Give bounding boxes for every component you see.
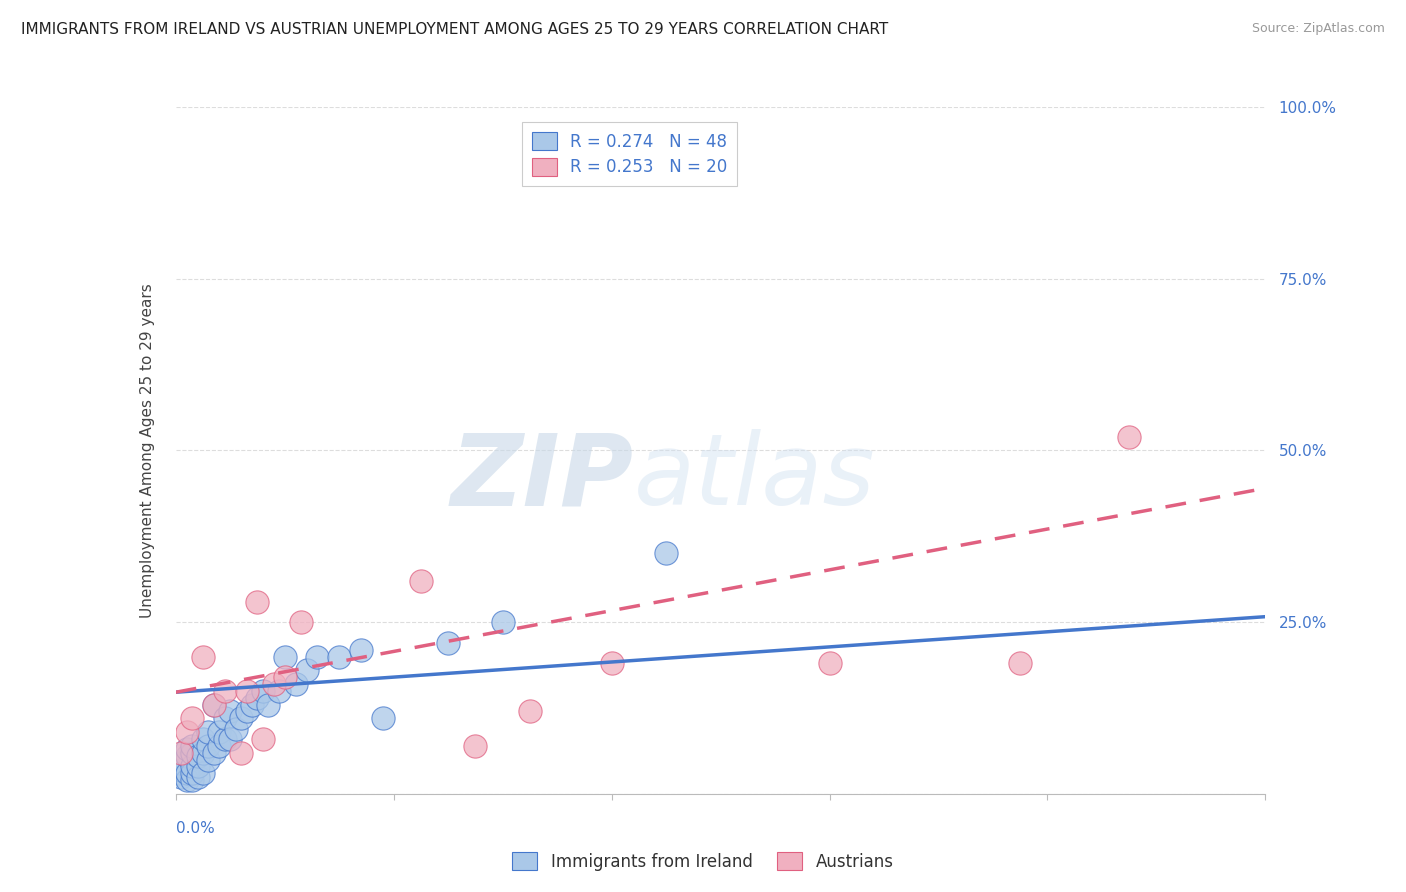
Point: [235, 683, 257, 698]
Point: [208, 725, 231, 739]
Point: [191, 766, 214, 780]
Text: Source: ZipAtlas.com: Source: ZipAtlas.com: [1251, 22, 1385, 36]
Point: [170, 746, 193, 760]
Point: [176, 742, 198, 756]
Text: IMMIGRANTS FROM IRELAND VS AUSTRIAN UNEMPLOYMENT AMONG AGES 25 TO 29 YEARS CORRE: IMMIGRANTS FROM IRELAND VS AUSTRIAN UNEM…: [21, 22, 889, 37]
Point: [191, 731, 214, 746]
Point: [191, 746, 214, 760]
Point: [219, 705, 242, 719]
Point: [197, 739, 219, 753]
Point: [214, 711, 236, 725]
Point: [176, 773, 198, 788]
Text: 0.0%: 0.0%: [176, 822, 215, 837]
Point: [197, 753, 219, 767]
Point: [186, 770, 209, 784]
Point: [167, 766, 190, 780]
Point: [202, 698, 225, 712]
Point: [1010, 657, 1032, 671]
Point: [1118, 430, 1140, 444]
Point: [219, 731, 242, 746]
Point: [202, 746, 225, 760]
Point: [464, 739, 486, 753]
Point: [181, 759, 204, 773]
Point: [295, 663, 318, 677]
Point: [409, 574, 432, 588]
Point: [208, 739, 231, 753]
Point: [307, 649, 329, 664]
Point: [600, 657, 623, 671]
Point: [274, 649, 297, 664]
Point: [170, 770, 193, 784]
Point: [240, 698, 263, 712]
Point: [328, 649, 350, 664]
Point: [252, 731, 274, 746]
Point: [176, 766, 198, 780]
Point: [655, 546, 678, 561]
Point: [818, 657, 841, 671]
Point: [186, 749, 209, 764]
Point: [214, 683, 236, 698]
Text: ZIP: ZIP: [450, 429, 633, 526]
Point: [350, 642, 373, 657]
Point: [257, 698, 280, 712]
Point: [225, 722, 247, 736]
Point: [235, 705, 257, 719]
Point: [437, 636, 460, 650]
Point: [181, 739, 204, 753]
Point: [246, 594, 269, 608]
Y-axis label: Unemployment Among Ages 25 to 29 years: Unemployment Among Ages 25 to 29 years: [141, 283, 155, 618]
Point: [246, 690, 269, 705]
Text: atlas: atlas: [633, 429, 875, 526]
Point: [176, 725, 198, 739]
Point: [231, 711, 253, 725]
Point: [290, 615, 312, 630]
Point: [274, 670, 297, 684]
Point: [202, 698, 225, 712]
Point: [284, 677, 307, 691]
Point: [170, 756, 193, 770]
Point: [263, 677, 285, 691]
Point: [176, 749, 198, 764]
Point: [170, 763, 193, 777]
Legend: Immigrants from Ireland, Austrians: Immigrants from Ireland, Austrians: [503, 844, 903, 880]
Point: [214, 731, 236, 746]
Point: [181, 746, 204, 760]
Point: [197, 725, 219, 739]
Point: [519, 705, 541, 719]
Point: [371, 711, 394, 725]
Point: [269, 683, 291, 698]
Point: [231, 746, 253, 760]
Legend: R = 0.274   N = 48, R = 0.253   N = 20: R = 0.274 N = 48, R = 0.253 N = 20: [522, 122, 738, 186]
Point: [186, 759, 209, 773]
Point: [492, 615, 515, 630]
Point: [252, 683, 274, 698]
Point: [181, 773, 204, 788]
Point: [191, 649, 214, 664]
Point: [181, 711, 204, 725]
Point: [181, 766, 204, 780]
